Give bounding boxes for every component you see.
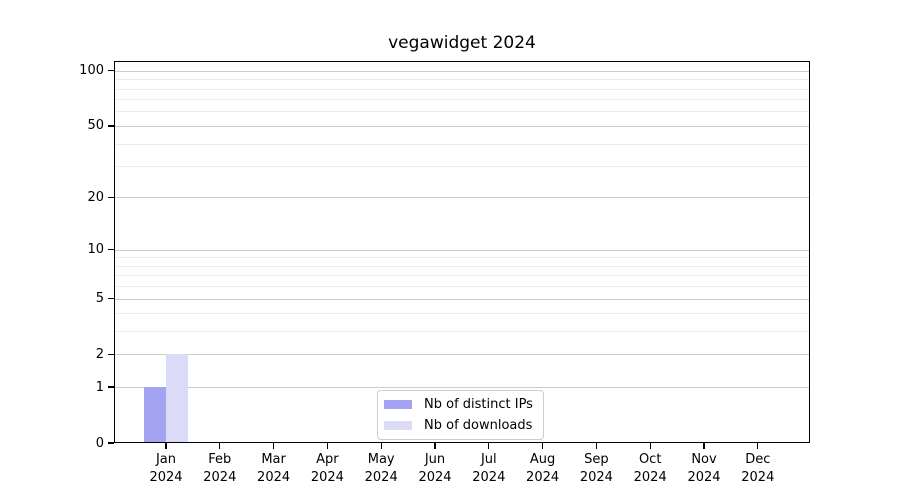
x-tick-label: Jun 2024 (418, 452, 452, 485)
minor-gridline (114, 143, 810, 145)
x-tick-mark (595, 443, 598, 449)
minor-gridline (114, 265, 810, 267)
legend-label: Nb of downloads (424, 418, 533, 433)
bar-distinct-ips (144, 387, 166, 443)
x-tick-mark (434, 443, 436, 449)
minor-gridline (114, 275, 810, 277)
major-gridline (114, 197, 810, 199)
y-tick-mark (108, 196, 114, 199)
x-tick-mark (488, 443, 490, 449)
y-tick-mark (108, 353, 114, 356)
y-tick-mark (108, 248, 114, 251)
x-tick-mark (380, 443, 382, 449)
y-tick-label: 1 (95, 379, 104, 395)
y-tick-label: 2 (95, 346, 104, 362)
major-gridline (114, 387, 810, 389)
x-tick-mark (326, 443, 329, 449)
x-tick-mark (541, 443, 544, 449)
y-tick-label: 10 (87, 242, 104, 258)
chart-title: vegawidget 2024 (388, 33, 536, 53)
x-tick-label: Aug 2024 (526, 452, 560, 485)
legend-item: Nb of distinct IPs (384, 396, 533, 413)
x-tick-mark (757, 443, 759, 449)
major-gridline (114, 70, 810, 72)
bar-downloads (166, 354, 188, 443)
x-tick-label: Mar 2024 (257, 452, 291, 485)
y-tick-mark (108, 125, 114, 127)
y-tick-label: 20 (87, 189, 104, 205)
x-tick-label: Apr 2024 (310, 452, 344, 485)
y-tick-mark (108, 386, 114, 388)
x-tick-label: May 2024 (364, 452, 398, 485)
minor-gridline (114, 257, 810, 259)
major-gridline (114, 249, 810, 251)
x-tick-label: Nov 2024 (687, 452, 721, 485)
y-tick-label: 0 (95, 435, 104, 451)
y-tick-mark (108, 442, 114, 444)
x-tick-label: Dec 2024 (741, 452, 775, 485)
legend-swatch (384, 421, 412, 430)
y-tick-label: 50 (87, 118, 104, 134)
x-tick-mark (649, 443, 651, 449)
y-tick-label: 100 (79, 63, 104, 79)
major-gridline (114, 354, 810, 356)
minor-gridline (114, 286, 810, 288)
x-tick-label: Jan 2024 (149, 452, 183, 485)
major-gridline (114, 298, 810, 300)
major-gridline (114, 125, 810, 127)
minor-gridline (114, 111, 810, 113)
minor-gridline (114, 88, 810, 90)
y-tick-mark (108, 297, 114, 300)
minor-gridline (114, 331, 810, 333)
x-tick-label: Jul 2024 (472, 452, 506, 485)
minor-gridline (114, 79, 810, 81)
minor-gridline (114, 166, 810, 167)
x-tick-mark (703, 443, 705, 449)
y-tick-mark (108, 70, 114, 72)
x-tick-label: Sep 2024 (579, 452, 613, 485)
minor-gridline (114, 313, 810, 315)
x-tick-mark (272, 443, 275, 449)
x-tick-mark (165, 443, 167, 449)
x-tick-label: Feb 2024 (203, 452, 237, 485)
legend: Nb of distinct IPs Nb of downloads (377, 390, 544, 440)
legend-item: Nb of downloads (384, 417, 533, 434)
x-tick-mark (219, 443, 221, 449)
legend-swatch (384, 400, 412, 409)
y-tick-label: 5 (95, 291, 104, 306)
minor-gridline (114, 99, 810, 101)
x-tick-label: Oct 2024 (633, 452, 667, 485)
legend-label: Nb of distinct IPs (424, 397, 533, 412)
